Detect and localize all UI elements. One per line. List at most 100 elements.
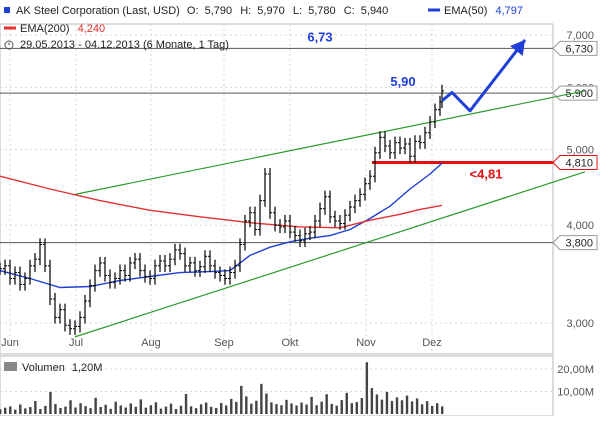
volume-bar <box>19 404 22 414</box>
price-legend-marker <box>4 7 10 13</box>
volume-bar <box>109 408 112 414</box>
annotation-label: <4,81 <box>470 167 503 182</box>
volume-bar <box>134 406 138 414</box>
legend-ema200-value: 4,240 <box>78 23 106 35</box>
volume-bar <box>14 409 17 414</box>
volume-layer: 20,00M 10,00M <box>0 362 594 414</box>
grid-layer: 7,0006,0005,0004,0003,000JunJulAugSepOkt… <box>0 24 594 354</box>
price-tag <box>552 155 598 171</box>
volume-bar <box>280 405 283 414</box>
volume-bar <box>9 406 12 414</box>
volume-bar <box>275 404 278 414</box>
volume-bar <box>0 409 2 414</box>
volume-bar <box>320 401 323 414</box>
volume-tick-label: 20,00M <box>557 364 594 376</box>
volume-bar <box>385 391 389 414</box>
volume-bar <box>255 400 258 414</box>
volume-bar <box>129 403 132 414</box>
x-tick-label: Jun <box>1 337 19 349</box>
volume-bar <box>420 404 424 414</box>
volume-bar <box>410 401 414 414</box>
volume-bar <box>24 408 27 414</box>
trend-lines-layer <box>74 90 586 338</box>
volume-bar <box>89 408 92 414</box>
y-tick-label: 7,000 <box>566 30 594 42</box>
volume-bar <box>79 403 82 414</box>
y-tick-label: 5,000 <box>566 144 594 156</box>
volume-bar <box>295 405 298 414</box>
annotation-label: 5,90 <box>390 74 415 89</box>
volume-bar <box>435 403 439 414</box>
volume-bar <box>84 406 87 414</box>
price-tag-label: 3,800 <box>565 238 593 250</box>
x-tick-label: Aug <box>141 337 161 349</box>
volume-bar <box>34 400 37 414</box>
legend-ema200: EMA(200) 4,240 <box>20 23 105 35</box>
volume-tick-label: 10,00M <box>557 387 594 399</box>
price-tag-label: 6,730 <box>565 43 593 55</box>
reference-lines-layer: 6,730 5,900 4,810 3,800 <box>0 40 598 251</box>
legend-open-label: O: <box>187 5 199 17</box>
volume-bar <box>119 405 122 414</box>
volume-bar <box>310 396 313 414</box>
volume-bar <box>159 408 163 414</box>
x-tick-label: Sep <box>214 337 234 349</box>
forecast-path <box>441 38 527 113</box>
volume-bar <box>345 392 348 414</box>
volume-bar <box>245 396 248 414</box>
volume-bar <box>400 400 404 414</box>
volume-bar <box>29 407 32 414</box>
volume-bar <box>415 398 419 414</box>
legend-ema50: EMA(50) 4,797 <box>444 5 523 17</box>
legend-row-1: AK Steel Corporation (Last, USD) O: 5,79… <box>16 5 388 17</box>
legend-ema50-label: EMA(50) <box>444 5 487 17</box>
volume-bar <box>69 400 72 414</box>
volume-bar <box>325 394 328 414</box>
volume-bar <box>380 399 384 414</box>
volume-bar <box>189 406 193 414</box>
volume-bar <box>99 407 102 414</box>
volume-bar <box>250 403 253 414</box>
volume-bar <box>375 394 379 414</box>
price-tag-label: 5,900 <box>565 88 593 100</box>
volume-bar <box>94 397 97 414</box>
volume-bar <box>74 407 77 414</box>
forecast-arrowhead <box>510 39 525 56</box>
volume-bar <box>4 407 7 414</box>
volume-bar <box>59 407 62 414</box>
x-tick-label: Jul <box>69 337 83 349</box>
volume-bar <box>64 406 67 414</box>
y-tick-label: 4,000 <box>566 220 594 232</box>
volume-bar <box>39 409 42 414</box>
volume-bar <box>370 388 374 414</box>
volume-bar <box>225 405 228 414</box>
volume-label: Volumen <box>22 362 65 374</box>
volume-bar <box>315 405 318 414</box>
volume-bar <box>139 399 143 414</box>
labels-layer: 6,73 5,90 <4,81 <box>307 29 502 181</box>
annotation-label: 6,73 <box>307 29 332 44</box>
price-panel-frame <box>0 23 554 355</box>
volume-bar <box>209 406 213 414</box>
x-tick-label: Nov <box>356 337 376 349</box>
volume-bar <box>220 402 223 414</box>
period-clock-icon <box>4 40 14 50</box>
volume-bar <box>430 405 434 414</box>
volume-bar <box>265 393 268 414</box>
legend-title: AK Steel Corporation (Last, USD) <box>16 5 180 17</box>
volume-bar <box>441 406 444 414</box>
legend-ema200-label: EMA(200) <box>20 23 70 35</box>
legend-low-value: 5,780 <box>308 5 336 17</box>
y-tick-label: 3,000 <box>566 318 594 330</box>
volume-bar <box>154 402 158 414</box>
price-bars-layer <box>0 84 444 335</box>
x-tick-label: Okt <box>281 337 298 349</box>
volume-bar <box>335 405 338 414</box>
ema-line <box>0 175 443 229</box>
volume-bar <box>300 402 303 414</box>
volume-bar <box>199 404 203 414</box>
volume-bar <box>54 404 57 414</box>
volume-value: 1,20M <box>72 362 103 374</box>
volume-bar <box>405 395 409 414</box>
